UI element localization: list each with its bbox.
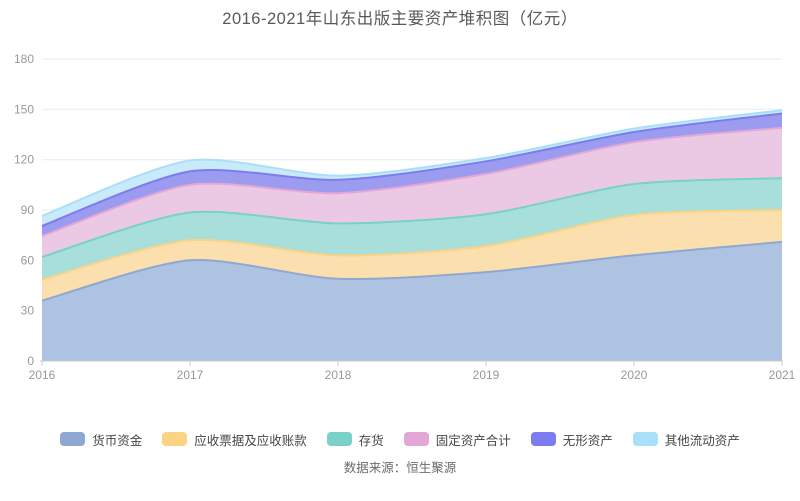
legend-swatch-icon — [162, 432, 188, 446]
svg-text:2019: 2019 — [473, 368, 500, 382]
legend-label: 应收票据及应收账款 — [194, 433, 307, 448]
legend-item-1[interactable]: 货币资金 — [60, 430, 142, 449]
legend-swatch-icon — [403, 432, 429, 446]
legend-label: 货币资金 — [92, 433, 143, 448]
chart-title: 2016-2021年山东出版主要资产堆积图（亿元） — [222, 10, 578, 28]
stacked-area-chart[interactable]: 2016 2017 2018 2019 2020 2021 0 30 60 90 120 150 180 — [0, 0, 800, 420]
legend-swatch-icon — [326, 432, 352, 446]
svg-text:2020: 2020 — [621, 368, 648, 382]
svg-text:2018: 2018 — [325, 368, 352, 382]
legend-swatch-icon — [530, 432, 556, 446]
data-source-note: 数据来源：恒生聚源 — [343, 461, 457, 475]
legend-label: 存货 — [358, 433, 384, 448]
legend-item-4[interactable]: 固定资产合计 — [403, 430, 511, 449]
svg-text:2016: 2016 — [29, 368, 56, 382]
svg-text:90: 90 — [21, 203, 35, 217]
svg-text:180: 180 — [14, 52, 34, 66]
svg-text:2017: 2017 — [177, 368, 204, 382]
legend-swatch-icon — [632, 432, 658, 446]
legend-item-6[interactable]: 其他流动资产 — [632, 430, 740, 449]
legend-item-3[interactable]: 存货 — [326, 430, 384, 449]
svg-text:30: 30 — [21, 304, 35, 318]
legend-label: 无形资产 — [562, 433, 613, 448]
legend: 货币资金 应收票据及应收账款 存货 固定资产合计 无形资产 其他流动资产 — [0, 430, 800, 448]
legend-item-5[interactable]: 无形资产 — [530, 430, 613, 449]
plot-area[interactable]: 2016 2017 2018 2019 2020 2021 0 30 60 90 120 150 180 — [0, 0, 800, 420]
svg-text:0: 0 — [27, 354, 34, 368]
legend-label: 固定资产合计 — [435, 433, 511, 448]
svg-text:150: 150 — [14, 102, 34, 116]
svg-text:2021: 2021 — [769, 368, 796, 382]
svg-text:60: 60 — [21, 253, 35, 267]
legend-label: 其他流动资产 — [664, 433, 740, 448]
legend-swatch-icon — [60, 432, 86, 446]
svg-text:120: 120 — [14, 153, 34, 167]
legend-item-2[interactable]: 应收票据及应收账款 — [162, 430, 307, 449]
